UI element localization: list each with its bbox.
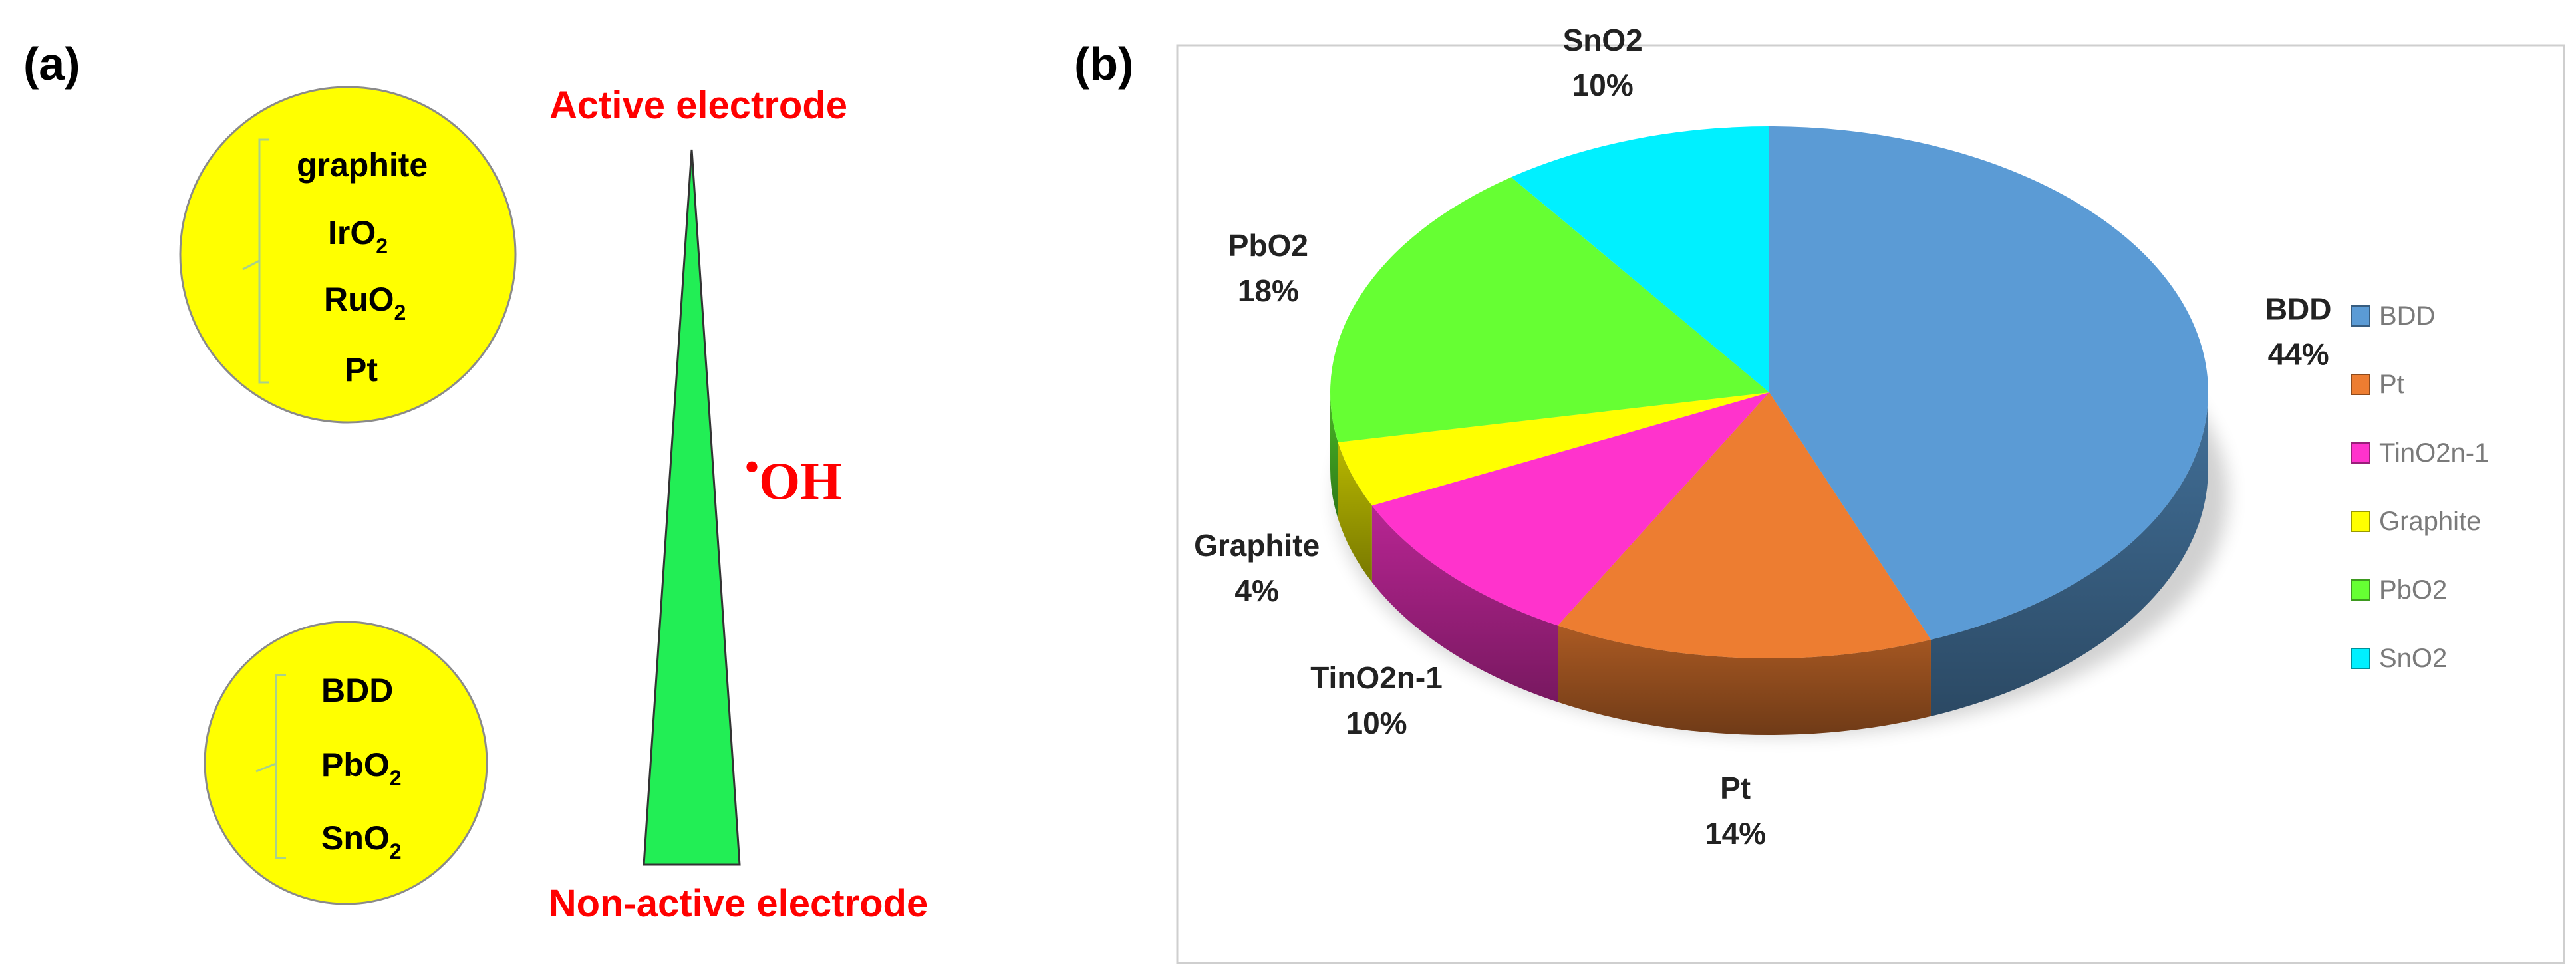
- pie-side-shade: [1930, 392, 2208, 716]
- pie-side-shade: [1558, 625, 1931, 735]
- nonactive-electrode-title: Non-active electrode: [549, 882, 929, 925]
- active-item: graphite: [297, 146, 428, 184]
- legend-label: TinO2n-1: [2379, 438, 2489, 468]
- active-electrode-list: graphite IrO2 RuO2 Pt: [297, 146, 428, 388]
- legend-label: Pt: [2379, 370, 2404, 399]
- pie-data-label: PbO2 18%: [1228, 228, 1308, 308]
- oh-gradient-triangle: [643, 149, 741, 866]
- pie-slice-graphite: [1338, 392, 1769, 506]
- nonactive-item: SnO2: [321, 819, 402, 863]
- legend-swatch-graphite: [2351, 511, 2370, 532]
- pie-labels: BDD 44% Pt 14% TinO2n-1 10% Graphite 4% PbO2 18% S…: [1194, 23, 2331, 851]
- legend-label: Graphite: [2379, 507, 2481, 536]
- legend-swatch-bdd: [2351, 305, 2370, 327]
- pie-data-label-name: Graphite: [1194, 528, 1320, 563]
- pie-data-label-value: 10%: [1572, 68, 1634, 102]
- active-item: RuO2: [324, 281, 406, 325]
- pie-data-label-name: PbO2: [1228, 228, 1308, 263]
- nonactive-item: PbO2: [321, 746, 402, 790]
- active-electrode-circle: [179, 86, 517, 424]
- pie-side-shade: [1371, 505, 1558, 702]
- active-electrode-title: Active electrode: [549, 84, 847, 127]
- nonactive-brace: [255, 674, 286, 859]
- legend-label: PbO2: [2379, 575, 2447, 605]
- pie-slice-sno2: [1511, 126, 1769, 392]
- pie-side-shade: [1338, 442, 1372, 583]
- pie-data-label-value: 18%: [1238, 273, 1299, 308]
- panel-a: (a) graphite IrO2 RuO2 Pt BDD PbO2 SnO2 …: [23, 38, 928, 925]
- pie-slice-bdd: [1769, 126, 2208, 640]
- pie-data-label-value: 10%: [1346, 706, 1407, 740]
- legend-swatch-pbo2: [2351, 579, 2370, 601]
- panel-b: (b) BDD 44% Pt 14% TinO2n-1 10% Graphite 4% PbO2…: [1074, 23, 2565, 964]
- pie-data-label: Graphite 4%: [1194, 528, 1320, 608]
- pie-slice-pbo2: [1330, 177, 1769, 442]
- pie-slice-tino2n-1: [1371, 392, 1769, 626]
- pie-data-label: Pt 14%: [1705, 771, 1766, 851]
- active-item: IrO2: [328, 214, 388, 258]
- nonactive-electrode-list: BDD PbO2 SnO2: [321, 672, 402, 863]
- active-item: Pt: [345, 351, 378, 388]
- legend-label: BDD: [2379, 301, 2435, 331]
- panel-a-label: (a): [23, 38, 80, 90]
- pie-data-label-name: SnO2: [1563, 23, 1643, 57]
- pie-data-label: SnO2 10%: [1563, 23, 1643, 102]
- pie-chart: [1330, 126, 2228, 735]
- active-brace: [242, 138, 269, 384]
- pie-slice-pt: [1558, 392, 1931, 658]
- legend: BDD Pt TinO2n-1 Graphite PbO2 SnO2: [2351, 301, 2489, 673]
- legend-label: SnO2: [2379, 644, 2447, 673]
- pie-data-label-value: 44%: [2268, 337, 2329, 372]
- pie-data-label: BDD 44%: [2265, 292, 2332, 372]
- pie-data-label-value: 4%: [1234, 573, 1278, 608]
- hydroxyl-radical-label: •OH: [745, 445, 841, 511]
- legend-swatch-sno2: [2351, 648, 2370, 669]
- nonactive-item: BDD: [321, 672, 393, 709]
- pie-data-label-name: Pt: [1720, 771, 1751, 805]
- panel-b-label: (b): [1074, 38, 1133, 90]
- pie-side-shade: [1330, 392, 1338, 519]
- legend-swatch-tino2n-1: [2351, 442, 2370, 464]
- pie-data-label-value: 14%: [1705, 816, 1766, 851]
- pie-data-label-name: BDD: [2265, 292, 2332, 327]
- legend-swatch-pt: [2351, 374, 2370, 395]
- pie-data-label-name: TinO2n-1: [1310, 660, 1443, 695]
- pie-data-label: TinO2n-1 10%: [1310, 660, 1443, 740]
